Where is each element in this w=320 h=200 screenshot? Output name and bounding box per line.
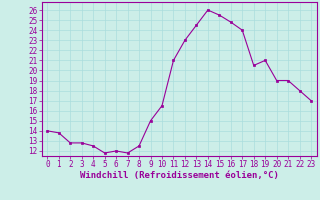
X-axis label: Windchill (Refroidissement éolien,°C): Windchill (Refroidissement éolien,°C) bbox=[80, 171, 279, 180]
